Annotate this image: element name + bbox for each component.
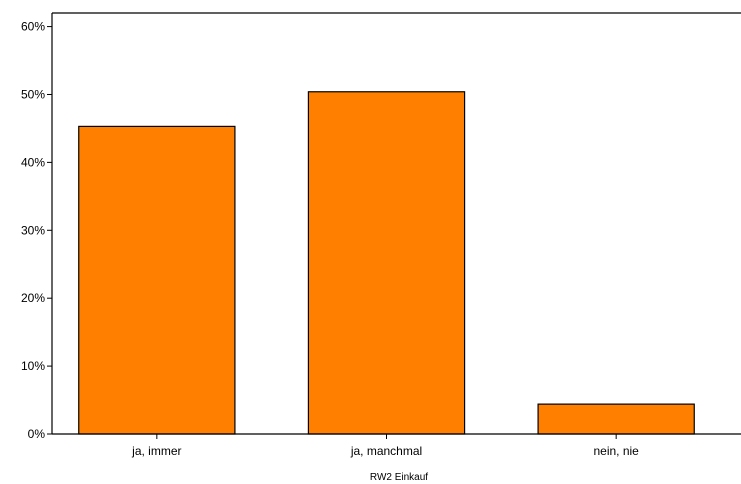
y-tick-label: 20% (21, 291, 45, 305)
y-axis: 0% 10% 20% 30% 40% 50% 60% (21, 20, 52, 441)
bar (537, 403, 695, 435)
plot-frame (51, 12, 741, 434)
bar (78, 125, 236, 435)
y-tick-label: 10% (21, 359, 45, 373)
x-tick-label: ja, immer (131, 444, 181, 458)
x-axis: ja, immer ja, manchmal nein, nie (52, 433, 741, 458)
bars-group (78, 91, 695, 435)
y-tick-label: 30% (21, 223, 45, 237)
y-tick-label: 0% (28, 427, 46, 441)
y-tick-label: 50% (21, 87, 45, 101)
y-tick-label: 60% (21, 20, 45, 34)
bar (307, 91, 466, 435)
x-tick-label: nein, nie (593, 444, 639, 458)
x-axis-title: RW2 Einkauf (370, 472, 428, 483)
y-tick-label: 40% (21, 155, 45, 169)
x-tick-label: ja, manchmal (350, 444, 422, 458)
